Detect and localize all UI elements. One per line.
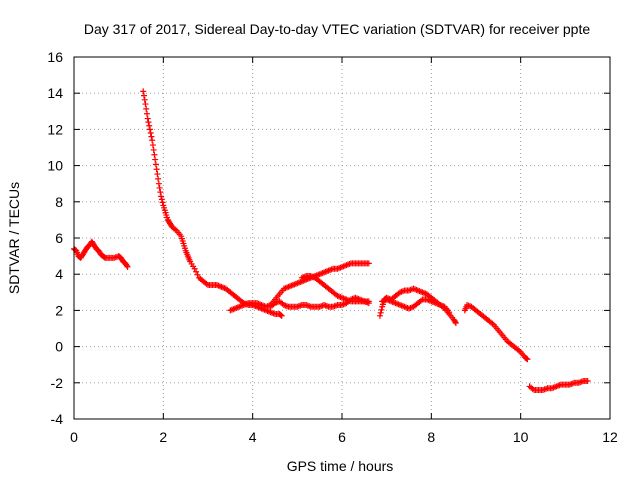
data-point: [151, 151, 158, 158]
data-point: [152, 156, 159, 163]
data-point: [154, 171, 161, 178]
data-point: [365, 298, 372, 305]
data-point: [155, 180, 162, 187]
data-point: [577, 379, 584, 386]
y-tick-label: 12: [47, 121, 63, 137]
data-point: [277, 312, 284, 319]
y-tick-label: 2: [55, 302, 63, 318]
plot-frame: [73, 56, 611, 420]
data-point: [158, 196, 165, 203]
y-tick-label: 10: [47, 158, 63, 174]
data-point: [264, 303, 271, 310]
data-point: [149, 142, 156, 149]
data-point: [145, 119, 152, 126]
x-tick-label: 0: [70, 429, 78, 445]
data-point: [157, 189, 164, 196]
data-point: [524, 356, 531, 363]
y-tick-label: -4: [51, 411, 64, 427]
data-point: [297, 302, 304, 309]
data-point: [541, 386, 548, 393]
x-tick-label: 8: [427, 429, 435, 445]
data-point: [147, 130, 154, 137]
grid: [74, 57, 610, 419]
data-point: [306, 303, 313, 310]
data-point: [318, 303, 325, 310]
data-point: [146, 126, 153, 133]
data-point: [365, 260, 372, 267]
data-point: [569, 380, 576, 387]
data-point: [295, 303, 302, 310]
data-point: [322, 302, 329, 309]
data-point: [578, 378, 585, 385]
data-point: [376, 312, 383, 319]
data-point: [324, 303, 331, 310]
data-point: [194, 271, 201, 278]
x-tick-label: 2: [159, 429, 167, 445]
x-axis-label: GPS time / hours: [287, 458, 394, 474]
data-point: [146, 122, 153, 129]
data-point: [142, 101, 149, 108]
data-point: [446, 309, 453, 316]
y-tick-label: 4: [55, 266, 63, 282]
data-point: [156, 184, 163, 191]
data-point: [191, 265, 198, 272]
data-point: [542, 385, 549, 392]
data-point: [124, 263, 131, 270]
data-point: [333, 302, 340, 309]
data-point: [377, 309, 384, 316]
y-tick-label: 14: [47, 85, 63, 101]
data-point: [452, 318, 459, 325]
data-point: [584, 377, 591, 384]
data-point: [452, 320, 459, 327]
y-tick-label: 8: [55, 194, 63, 210]
y-axis-label: SDTVAR / TECUs: [6, 182, 22, 294]
data-point: [143, 105, 150, 112]
data-points: [71, 88, 591, 394]
y-tick-label: 0: [55, 339, 63, 355]
data-point: [304, 302, 311, 309]
data-point: [158, 193, 165, 200]
y-tick-label: -2: [51, 375, 64, 391]
data-point: [140, 88, 147, 95]
data-point: [153, 166, 160, 173]
x-tick-label: 4: [249, 429, 257, 445]
data-point: [148, 133, 155, 140]
data-point: [144, 115, 151, 122]
data-point: [331, 303, 338, 310]
data-point: [378, 306, 385, 313]
data-point: [149, 137, 156, 144]
data-point: [141, 96, 148, 103]
data-point: [159, 199, 166, 206]
x-tick-label: 10: [513, 429, 529, 445]
data-point: [568, 381, 575, 388]
ticks: 0 2 4 6 8 10 12 -4 -2 0 2 4 6 8 10 12 14 16: [47, 49, 618, 445]
x-tick-label: 12: [602, 429, 618, 445]
data-point: [123, 262, 130, 269]
x-tick-label: 6: [338, 429, 346, 445]
data-point: [150, 146, 157, 153]
data-point: [155, 175, 162, 182]
chart-title: Day 317 of 2017, Sidereal Day-to-day VTE…: [84, 21, 591, 37]
y-tick-label: 6: [55, 230, 63, 246]
data-point: [407, 286, 414, 293]
data-point: [143, 110, 150, 117]
y-tick-label: 16: [47, 49, 63, 65]
data-point: [152, 161, 159, 168]
data-point: [193, 268, 200, 275]
data-point: [278, 312, 285, 319]
data-point: [523, 355, 530, 362]
data-point: [140, 92, 147, 99]
